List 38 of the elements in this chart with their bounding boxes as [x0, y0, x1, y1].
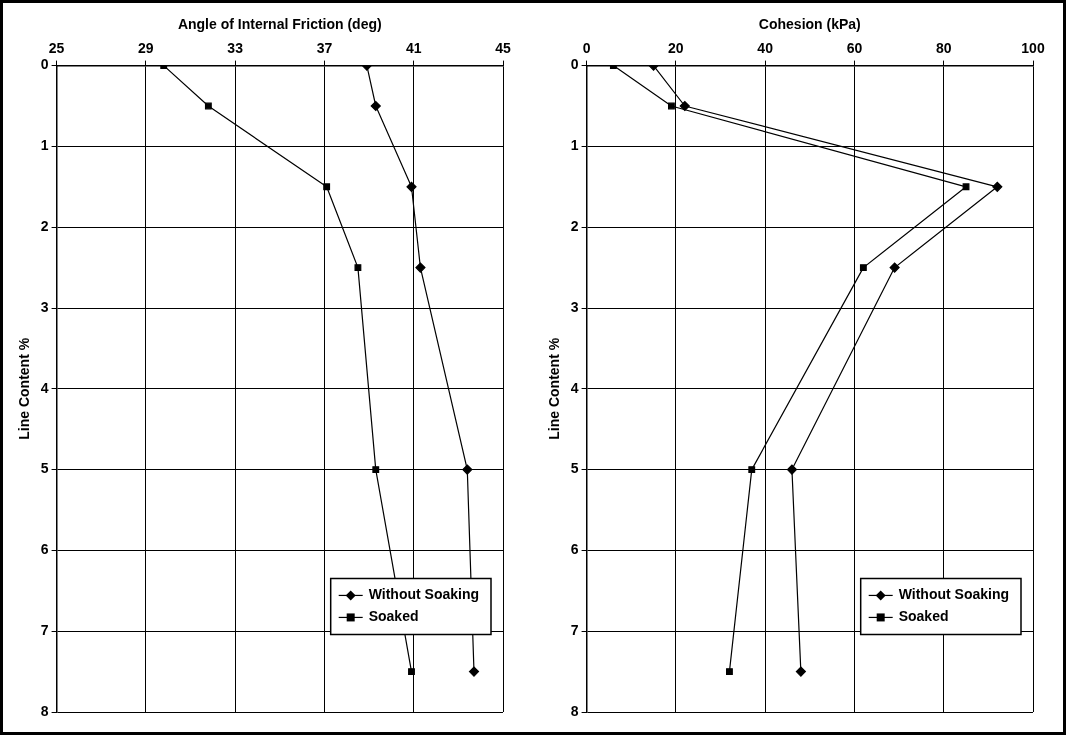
- y-tick-label: 3: [40, 298, 49, 315]
- y-tick-label: 2: [40, 218, 49, 235]
- y-tick-label: 3: [570, 298, 579, 315]
- y-tick-label: 5: [40, 460, 49, 477]
- y-tick-label: 4: [40, 379, 49, 396]
- x-tick-label: 80: [935, 40, 952, 57]
- legend-label: Without Soaking: [368, 586, 480, 603]
- y-tick-label: 5: [570, 460, 579, 477]
- x-axis-title: Cohesion (kPa): [758, 16, 861, 33]
- y-tick-label: 6: [40, 541, 49, 558]
- x-tick-label: 29: [138, 40, 154, 57]
- x-tick-label: 100: [1021, 40, 1045, 57]
- x-tick-label: 41: [405, 40, 422, 57]
- legend-label: Without Soaking: [898, 586, 1010, 603]
- x-tick-label: 0: [582, 40, 591, 57]
- y-tick-label: 1: [570, 137, 579, 154]
- y-tick-label: 4: [570, 379, 579, 396]
- x-axis-title: Angle of Internal Friction (deg): [177, 16, 382, 33]
- y-tick-label: 6: [570, 541, 579, 558]
- y-tick-label: 1: [40, 137, 49, 154]
- x-tick-label: 45: [495, 40, 511, 57]
- x-tick-label: 33: [227, 40, 244, 57]
- x-tick-label: 37: [316, 40, 333, 57]
- x-tick-label: 20: [668, 40, 684, 57]
- y-axis-title: Line Content %: [16, 337, 33, 440]
- y-tick-label: 7: [570, 622, 579, 639]
- x-tick-label: 25: [48, 40, 65, 57]
- y-tick-label: 7: [40, 622, 49, 639]
- y-tick-label: 8: [570, 702, 579, 719]
- x-tick-label: 40: [757, 40, 774, 57]
- legend-label: Soaked: [898, 608, 949, 625]
- y-tick-label: 2: [570, 218, 579, 235]
- y-tick-label: 0: [40, 56, 49, 73]
- legend-label: Soaked: [368, 608, 419, 625]
- y-tick-label: 0: [570, 56, 579, 73]
- y-axis-title: Line Content %: [546, 337, 563, 440]
- y-tick-label: 8: [40, 702, 49, 719]
- x-tick-label: 60: [846, 40, 863, 57]
